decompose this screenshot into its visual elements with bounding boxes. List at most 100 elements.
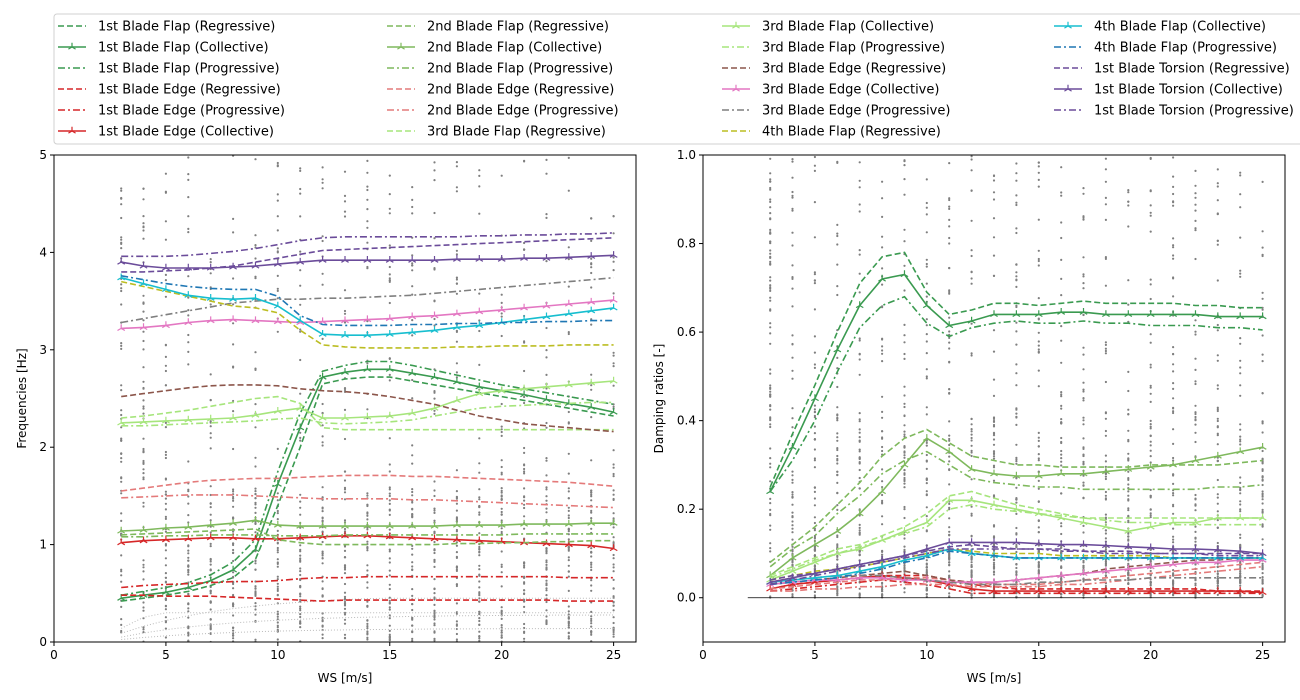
scatter-point bbox=[590, 491, 593, 494]
scatter-point bbox=[187, 559, 190, 562]
scatter-point bbox=[366, 188, 369, 192]
series-marker bbox=[117, 273, 126, 281]
scatter-point bbox=[612, 362, 615, 365]
scatter-point bbox=[433, 267, 436, 270]
series-marker bbox=[855, 509, 864, 517]
series-marker bbox=[475, 520, 484, 528]
scatter-point bbox=[791, 377, 794, 380]
scatter-point bbox=[433, 549, 436, 552]
scatter-point bbox=[299, 595, 302, 598]
scatter-point bbox=[1082, 446, 1085, 449]
scatter-point bbox=[388, 502, 391, 505]
scatter-point bbox=[1082, 416, 1085, 419]
legend-marker bbox=[1064, 84, 1072, 92]
scatter-point bbox=[903, 402, 906, 405]
y-tick-label: 3 bbox=[39, 343, 47, 357]
scatter-point bbox=[164, 608, 167, 611]
scatter-point bbox=[791, 495, 794, 498]
series-marker bbox=[542, 253, 551, 261]
scatter-point bbox=[321, 235, 324, 238]
scatter-point bbox=[1082, 496, 1085, 499]
scatter-point bbox=[612, 536, 615, 539]
scatter-point bbox=[299, 544, 302, 547]
scatter-point bbox=[164, 636, 167, 639]
scatter-point bbox=[1149, 427, 1152, 430]
series-marker bbox=[922, 434, 931, 441]
scatter-point bbox=[142, 563, 145, 566]
scatter-point bbox=[858, 448, 861, 451]
series-marker bbox=[542, 301, 551, 309]
scatter-point bbox=[791, 595, 794, 598]
scatter-point bbox=[925, 593, 928, 596]
x-tick-label: 0 bbox=[699, 648, 707, 662]
legend-entry-2nd-blade-flap-progressive: 2nd Blade Flap (Progressive) bbox=[387, 62, 613, 77]
y-tick-label: 0 bbox=[39, 635, 47, 649]
scatter-point bbox=[232, 490, 235, 493]
series-marker bbox=[1012, 471, 1021, 479]
scatter-point bbox=[209, 519, 212, 522]
series-marker bbox=[609, 303, 618, 311]
scatter-point bbox=[1015, 408, 1018, 411]
scatter-point bbox=[120, 384, 123, 387]
scatter-point bbox=[500, 510, 503, 514]
scatter-point bbox=[1060, 441, 1063, 445]
scatter-point bbox=[769, 296, 772, 299]
scatter-point bbox=[455, 165, 458, 168]
scatter-point bbox=[903, 435, 906, 438]
scatter-point bbox=[1015, 172, 1018, 175]
scatter-point bbox=[813, 590, 817, 594]
scatter-point bbox=[321, 554, 324, 557]
scatter-point bbox=[836, 432, 839, 435]
scatter-point bbox=[276, 593, 279, 597]
scatter-point bbox=[1149, 440, 1152, 443]
scatter-point bbox=[881, 360, 884, 363]
series-marker bbox=[1169, 460, 1178, 468]
scatter-point bbox=[836, 436, 839, 439]
scatter-point bbox=[388, 486, 391, 489]
scatter-point bbox=[500, 634, 503, 637]
scatter-point bbox=[299, 215, 302, 218]
scatter-point bbox=[299, 169, 302, 172]
scatter-point bbox=[478, 630, 481, 633]
scatter-point bbox=[343, 215, 347, 218]
scatter-point bbox=[1261, 562, 1264, 565]
scatter-point bbox=[232, 277, 235, 280]
scatter-point bbox=[769, 368, 772, 371]
series-marker bbox=[1191, 310, 1200, 318]
scatter-point bbox=[1015, 543, 1018, 547]
scatter-point bbox=[545, 373, 548, 376]
scatter-point bbox=[142, 631, 145, 634]
scatter-point bbox=[1194, 404, 1197, 407]
scatter-point bbox=[791, 516, 794, 519]
scatter-point bbox=[321, 620, 324, 623]
x-tick-label: 15 bbox=[382, 648, 397, 662]
series-marker bbox=[453, 254, 461, 262]
scatter-point bbox=[903, 357, 906, 360]
series-marker bbox=[1034, 310, 1043, 318]
scatter-point bbox=[299, 192, 302, 195]
scatter-point bbox=[1149, 578, 1152, 581]
scatter-point bbox=[567, 258, 570, 261]
scatter-point bbox=[992, 432, 996, 435]
scatter-point bbox=[254, 403, 257, 406]
series-marker bbox=[878, 274, 887, 282]
scatter-point bbox=[455, 161, 458, 164]
scatter-point bbox=[411, 514, 414, 517]
legend-entry-3rd-blade-flap-progressive: 3rd Blade Flap (Progressive) bbox=[722, 41, 945, 56]
scatter-point bbox=[164, 273, 167, 276]
scatter-point bbox=[276, 578, 279, 581]
scatter-point bbox=[1082, 481, 1085, 484]
scatter-point bbox=[1216, 493, 1219, 496]
scatter-point bbox=[881, 352, 884, 355]
scatter-point bbox=[500, 624, 503, 627]
scatter-point bbox=[164, 576, 167, 579]
scatter-point bbox=[1037, 259, 1040, 263]
series-marker bbox=[430, 255, 439, 263]
scatter-point bbox=[388, 508, 391, 511]
scatter-point bbox=[1104, 490, 1107, 494]
scatter-point bbox=[1194, 196, 1197, 199]
scatter-point bbox=[187, 552, 190, 555]
scatter-point bbox=[433, 300, 436, 303]
scatter-point bbox=[1239, 174, 1242, 177]
scatter-point bbox=[903, 445, 906, 449]
